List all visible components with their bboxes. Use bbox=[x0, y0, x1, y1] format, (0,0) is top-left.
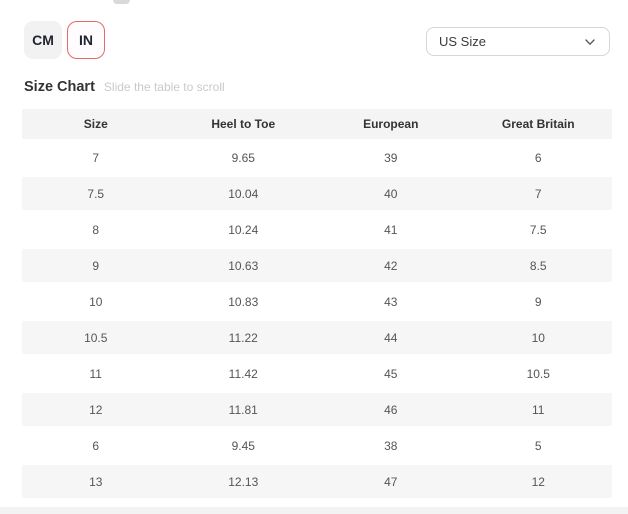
table-cell: 10.63 bbox=[169, 247, 317, 283]
toolbar: CM IN US Size bbox=[24, 21, 610, 59]
table-cell: 38 bbox=[317, 427, 465, 463]
table-cell: 41 bbox=[317, 211, 465, 247]
table-cell: 10.04 bbox=[169, 175, 317, 211]
table-row: 13 12.13 47 12 bbox=[22, 463, 612, 499]
column-header: Great Britain bbox=[464, 109, 612, 139]
unit-toggle-group: CM IN bbox=[24, 21, 105, 59]
table-row: 9 10.63 42 8.5 bbox=[22, 247, 612, 283]
table-cell: 45 bbox=[317, 355, 465, 391]
table-cell: 8.5 bbox=[464, 247, 612, 283]
table-cell: 8 bbox=[22, 211, 170, 247]
table-header: Size Heel to Toe European Great Britain bbox=[22, 109, 612, 139]
table-row: 8 10.24 41 7.5 bbox=[22, 211, 612, 247]
table-cell: 39 bbox=[317, 139, 465, 175]
size-chart-table[interactable]: Size Heel to Toe European Great Britain 7 9.… bbox=[22, 109, 612, 499]
table-cell: 10.5 bbox=[22, 319, 170, 355]
table-row: 7.5 10.04 40 7 bbox=[22, 175, 612, 211]
table-cell: 7 bbox=[464, 175, 612, 211]
table-cell: 46 bbox=[317, 391, 465, 427]
table-cell: 7 bbox=[22, 139, 170, 175]
table-cell: 11.81 bbox=[169, 391, 317, 427]
table-cell: 6 bbox=[22, 427, 170, 463]
table-cell: 5 bbox=[464, 427, 612, 463]
cropped-icon-fragment bbox=[113, 0, 130, 4]
table-row: 10 10.83 43 9 bbox=[22, 283, 612, 319]
chevron-down-icon bbox=[583, 35, 597, 49]
table-cell: 11 bbox=[464, 391, 612, 427]
table-cell: 7.5 bbox=[464, 211, 612, 247]
table-cell: 12.13 bbox=[169, 463, 317, 499]
table-cell: 10 bbox=[22, 283, 170, 319]
table-cell: 44 bbox=[317, 319, 465, 355]
table-cell: 40 bbox=[317, 175, 465, 211]
table-row: 11 11.42 45 10.5 bbox=[22, 355, 612, 391]
column-header: Heel to Toe bbox=[169, 109, 317, 139]
table-row: 12 11.81 46 11 bbox=[22, 391, 612, 427]
table-cell: 11.22 bbox=[169, 319, 317, 355]
column-header: Size bbox=[22, 109, 170, 139]
table-cell: 9.45 bbox=[169, 427, 317, 463]
table-cell: 43 bbox=[317, 283, 465, 319]
table-cell: 10.24 bbox=[169, 211, 317, 247]
table-row: 10.5 11.22 44 10 bbox=[22, 319, 612, 355]
in-unit-button[interactable]: IN bbox=[67, 21, 105, 59]
table-cell: 12 bbox=[22, 391, 170, 427]
column-header: European bbox=[317, 109, 465, 139]
table-cell: 42 bbox=[317, 247, 465, 283]
table-cell: 6 bbox=[464, 139, 612, 175]
table-cell: 9.65 bbox=[169, 139, 317, 175]
table-header-row: Size Heel to Toe European Great Britain bbox=[22, 109, 612, 139]
scroll-hint: Slide the table to scroll bbox=[103, 80, 225, 94]
table-cell: 47 bbox=[317, 463, 465, 499]
bottom-section-edge bbox=[0, 507, 628, 514]
table-cell: 9 bbox=[22, 247, 170, 283]
table-cell: 7.5 bbox=[22, 175, 170, 211]
table-cell: 11 bbox=[22, 355, 170, 391]
table-cell: 10.83 bbox=[169, 283, 317, 319]
table-cell: 11.42 bbox=[169, 355, 317, 391]
table-cell: 9 bbox=[464, 283, 612, 319]
table-cell: 10 bbox=[464, 319, 612, 355]
table-cell: 10.5 bbox=[464, 355, 612, 391]
table-row: 7 9.65 39 6 bbox=[22, 139, 612, 175]
table-body: 7 9.65 39 6 7.5 10.04 40 7 8 10.24 41 7.5 9 10.63 42 8.… bbox=[22, 139, 612, 499]
section-header: Size Chart Slide the table to scroll bbox=[24, 79, 225, 95]
us-size-select-value: US Size bbox=[439, 34, 486, 49]
table-cell: 13 bbox=[22, 463, 170, 499]
cm-unit-button[interactable]: CM bbox=[24, 21, 62, 59]
section-title: Size Chart bbox=[24, 79, 95, 95]
table-cell: 12 bbox=[464, 463, 612, 499]
table-row: 6 9.45 38 5 bbox=[22, 427, 612, 463]
us-size-select[interactable]: US Size bbox=[426, 27, 610, 56]
